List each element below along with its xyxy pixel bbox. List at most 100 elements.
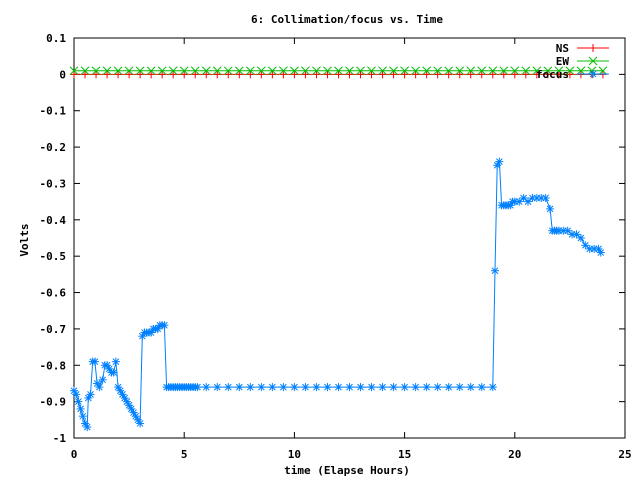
data-point-NS (114, 70, 123, 79)
data-point-NS (290, 70, 299, 79)
data-point-focus (581, 241, 590, 250)
data-point-EW (345, 66, 354, 76)
x-tick-label: 10 (288, 448, 301, 461)
data-point-NS (70, 70, 78, 79)
x-axis-label: time (Elapse Hours) (284, 464, 410, 477)
data-point-NS (191, 70, 200, 79)
series-focus (70, 157, 605, 432)
legend-entry-focus: focus (536, 68, 609, 81)
legend-entry-NS: NS (556, 42, 609, 55)
data-point-focus (160, 321, 169, 330)
data-point-NS (213, 70, 222, 79)
x-axis: 0 5 10 15 20 25 (71, 38, 632, 461)
data-point-EW (268, 66, 277, 76)
data-point-EW (554, 66, 564, 76)
data-point-NS (554, 70, 563, 79)
data-point-focus (563, 226, 572, 235)
data-point-focus (477, 383, 486, 392)
data-point-EW (102, 66, 112, 76)
data-point-EW (279, 66, 288, 76)
data-point-focus (422, 383, 431, 392)
data-point-focus (389, 383, 398, 392)
data-point-NS (334, 70, 343, 79)
data-point-focus (596, 248, 605, 257)
data-point-focus (378, 383, 387, 392)
data-point-EW (378, 66, 387, 76)
data-point-NS (169, 70, 178, 79)
data-point-NS (125, 70, 134, 79)
data-point-EW (411, 66, 420, 76)
data-point-NS (532, 70, 541, 79)
data-point-focus (290, 383, 299, 392)
data-point-focus (519, 194, 528, 202)
data-point-NS (466, 70, 475, 79)
legend-marker (589, 44, 597, 52)
y-axis: 0.1 0 -0.1 -0.2 -0.3 -0.4 -0.5 -0.6 -0.7 -0.8 -0.9… (40, 32, 625, 445)
data-point-focus (268, 383, 277, 392)
data-point-NS (411, 70, 420, 79)
data-point-EW (91, 66, 101, 76)
data-point-NS (345, 70, 354, 79)
data-point-NS (257, 70, 266, 79)
data-point-EW (168, 66, 178, 76)
data-point-EW (179, 66, 189, 76)
data-point-EW (565, 66, 575, 76)
data-point-focus (109, 368, 118, 377)
data-point-focus (257, 383, 266, 392)
data-point-EW (488, 66, 498, 76)
data-point-focus (572, 230, 581, 239)
chart-title: 6: Collimation/focus vs. Time (251, 13, 443, 26)
y-tick-label: -0.8 (40, 359, 67, 372)
y-tick-label: -0.3 (40, 177, 67, 190)
data-point-EW (543, 66, 553, 76)
data-point-EW (510, 66, 520, 76)
legend-marker (589, 70, 597, 78)
data-point-focus (515, 197, 524, 206)
data-point-EW (477, 66, 487, 76)
data-point-focus (495, 157, 504, 166)
data-point-EW (598, 66, 608, 76)
data-point-NS (378, 70, 387, 79)
data-point-NS (246, 70, 255, 79)
data-point-focus (524, 197, 533, 206)
data-point-EW (389, 66, 398, 76)
data-point-NS (180, 70, 189, 79)
data-point-EW (245, 66, 255, 76)
data-point-EW (367, 66, 376, 76)
data-point-focus (367, 383, 376, 392)
data-point-NS (356, 70, 365, 79)
data-point-focus (202, 383, 211, 392)
data-point-NS (103, 70, 112, 79)
data-point-EW (290, 66, 299, 76)
data-point-focus (546, 204, 555, 213)
x-tick-label: 25 (618, 448, 631, 461)
data-point-EW (323, 66, 332, 76)
x-tick-label: 20 (508, 448, 521, 461)
data-point-NS (92, 70, 101, 79)
legend-label: EW (556, 55, 570, 68)
data-point-focus (136, 419, 145, 428)
x-tick-label: 0 (71, 448, 78, 461)
data-point-focus (356, 383, 365, 392)
legend-label: focus (536, 68, 569, 81)
x-tick-label: 15 (398, 448, 411, 461)
data-point-NS (444, 70, 453, 79)
data-point-EW (135, 66, 145, 76)
data-point-EW (113, 66, 123, 76)
data-point-EW (466, 66, 476, 76)
series-EW (69, 66, 608, 76)
data-point-EW (212, 66, 222, 76)
data-point-focus (76, 404, 85, 413)
data-point-focus (74, 397, 83, 406)
y-tick-label: -0.2 (40, 141, 67, 154)
data-point-NS (389, 70, 398, 79)
data-point-focus (213, 383, 222, 392)
data-point-focus (323, 383, 332, 392)
data-point-focus (541, 194, 550, 202)
data-point-NS (510, 70, 519, 79)
data-point-focus (312, 383, 321, 392)
data-point-EW (521, 66, 531, 76)
data-point-NS (202, 70, 211, 79)
data-point-EW (422, 66, 431, 76)
